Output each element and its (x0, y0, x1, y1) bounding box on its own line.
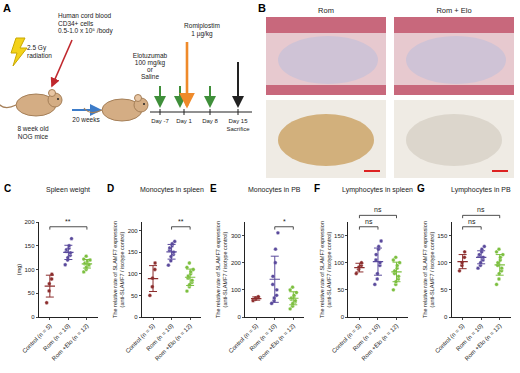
svg-text:NOG mice: NOG mice (18, 133, 49, 140)
svg-text:20 weeks: 20 weeks (72, 116, 100, 123)
svg-text:2.5 Gy: 2.5 Gy (27, 44, 47, 51)
svg-text:200: 200 (128, 228, 139, 234)
svg-text:Romiplostim: Romiplostim (184, 22, 220, 29)
svg-text:Rom +Elo (n = 12): Rom +Elo (n = 12) (360, 323, 399, 362)
svg-text:The relative rate of SLAMF7 ex: The relative rate of SLAMF7 expression(a… (319, 221, 332, 318)
svg-text:ns: ns (374, 206, 382, 213)
svg-text:Rom (n = 10): Rom (n = 10) (248, 323, 277, 352)
svg-text:Lymphocytes in spleen: Lymphocytes in spleen (342, 186, 413, 194)
svg-text:50: 50 (131, 293, 138, 299)
svg-text:G: G (417, 183, 425, 194)
svg-text:150: 150 (128, 249, 139, 255)
svg-text:Rom +Elo (n = 12): Rom +Elo (n = 12) (154, 323, 193, 362)
svg-text:ns: ns (477, 206, 485, 213)
svg-text:*: * (283, 218, 286, 225)
svg-text:radiation: radiation (27, 52, 52, 59)
svg-text:**: ** (65, 218, 71, 225)
svg-text:B: B (258, 2, 266, 14)
svg-text:Control (n = 5): Control (n = 5) (228, 323, 259, 354)
svg-text:1 µg/kg: 1 µg/kg (191, 30, 213, 38)
svg-text:0: 0 (134, 314, 138, 320)
svg-text:Saline: Saline (141, 73, 159, 80)
svg-text:0: 0 (444, 314, 448, 320)
svg-text:Lymphocytes in PB: Lymphocytes in PB (451, 186, 511, 194)
svg-text:Rom +Elo (n = 12): Rom +Elo (n = 12) (464, 323, 503, 362)
svg-text:C: C (4, 183, 11, 194)
svg-text:ns: ns (365, 218, 373, 225)
svg-text:Sacrifice: Sacrifice (226, 126, 250, 132)
svg-text:100: 100 (24, 267, 35, 273)
svg-text:150: 150 (437, 233, 448, 239)
svg-text:100 mg/kg: 100 mg/kg (134, 59, 166, 66)
svg-text:CD34+ cells: CD34+ cells (58, 20, 94, 27)
svg-text:Control (n = 5): Control (n = 5) (21, 323, 52, 354)
svg-text:100: 100 (437, 260, 448, 266)
svg-text:Rom +Elo (n = 12): Rom +Elo (n = 12) (257, 323, 296, 362)
svg-text:Rom (n = 10): Rom (n = 10) (42, 323, 71, 352)
svg-text:0: 0 (341, 314, 345, 320)
svg-text:Day 1: Day 1 (176, 118, 192, 124)
svg-text:Day 15: Day 15 (228, 118, 248, 124)
svg-text:F: F (314, 183, 320, 194)
svg-text:Monocytes in spleen: Monocytes in spleen (140, 186, 204, 194)
svg-text:Day 8: Day 8 (202, 118, 218, 124)
svg-text:150: 150 (334, 233, 345, 239)
svg-text:Elotuzumab: Elotuzumab (133, 52, 168, 59)
svg-text:**: ** (178, 218, 184, 225)
svg-text:200: 200 (231, 260, 242, 266)
svg-text:Rom (n = 10): Rom (n = 10) (455, 323, 484, 352)
svg-text:8 week old: 8 week old (17, 125, 48, 132)
svg-text:Day -7: Day -7 (151, 118, 169, 124)
svg-text:The relative rate of SLAMF7 ex: The relative rate of SLAMF7 expression(a… (215, 221, 228, 318)
svg-text:or: or (147, 66, 154, 73)
svg-text:The relative rate of SLAMF7 ex: The relative rate of SLAMF7 expression(a… (422, 221, 435, 318)
svg-text:(mg): (mg) (16, 264, 22, 275)
svg-text:0: 0 (31, 314, 35, 320)
svg-text:Spleen weight: Spleen weight (46, 186, 90, 194)
svg-text:Human cord blood: Human cord blood (58, 12, 111, 19)
svg-text:D: D (107, 183, 114, 194)
svg-text:Rom +Elo (n = 12): Rom +Elo (n = 12) (51, 323, 90, 362)
svg-text:300: 300 (231, 233, 242, 239)
svg-text:50: 50 (337, 287, 344, 293)
svg-text:0.5-1.0 x 10⁵ /body: 0.5-1.0 x 10⁵ /body (58, 27, 113, 35)
svg-text:E: E (210, 183, 217, 194)
svg-text:Control (n = 5): Control (n = 5) (331, 323, 362, 354)
svg-text:0: 0 (238, 314, 242, 320)
svg-text:Rom (n = 10): Rom (n = 10) (352, 323, 381, 352)
svg-text:Rom: Rom (318, 6, 334, 15)
svg-text:The relative rate of SLAMF7 ex: The relative rate of SLAMF7 expression(a… (112, 221, 125, 318)
svg-text:A: A (3, 2, 11, 14)
svg-text:200: 200 (24, 219, 35, 225)
svg-text:Control (n = 5): Control (n = 5) (124, 323, 155, 354)
svg-text:50: 50 (28, 290, 35, 296)
svg-text:ns: ns (468, 218, 476, 225)
svg-text:100: 100 (128, 271, 139, 277)
svg-text:150: 150 (24, 243, 35, 249)
svg-text:Rom + Elo: Rom + Elo (436, 6, 471, 15)
svg-text:100: 100 (334, 260, 345, 266)
svg-text:Control (n = 5): Control (n = 5) (434, 323, 465, 354)
svg-text:Rom (n = 10): Rom (n = 10) (145, 323, 174, 352)
svg-text:50: 50 (441, 287, 448, 293)
svg-text:Monocytes in PB: Monocytes in PB (248, 186, 301, 194)
svg-text:100: 100 (231, 287, 242, 293)
